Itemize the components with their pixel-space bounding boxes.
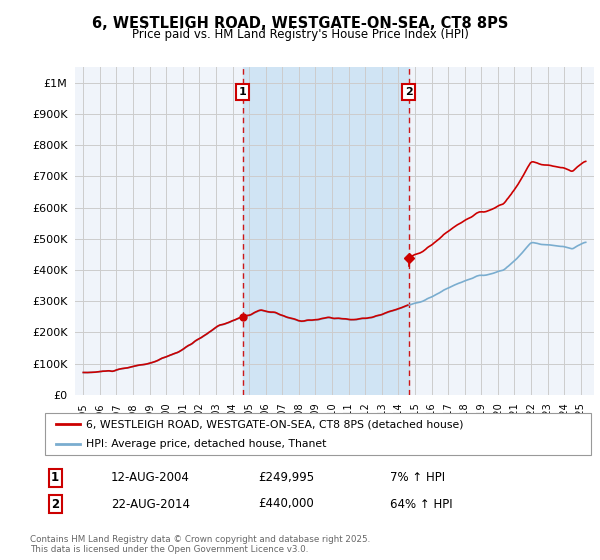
Text: 12-AUG-2004: 12-AUG-2004 [111, 471, 190, 484]
Text: £249,995: £249,995 [258, 471, 314, 484]
Text: Price paid vs. HM Land Registry's House Price Index (HPI): Price paid vs. HM Land Registry's House … [131, 28, 469, 41]
FancyBboxPatch shape [45, 413, 591, 455]
Text: 22-AUG-2014: 22-AUG-2014 [111, 497, 190, 511]
Text: Contains HM Land Registry data © Crown copyright and database right 2025.
This d: Contains HM Land Registry data © Crown c… [30, 535, 370, 554]
Text: £440,000: £440,000 [258, 497, 314, 511]
Text: 7% ↑ HPI: 7% ↑ HPI [390, 471, 445, 484]
Bar [243, 67, 409, 395]
Text: 1: 1 [239, 87, 247, 97]
Text: 64% ↑ HPI: 64% ↑ HPI [390, 497, 452, 511]
Text: HPI: Average price, detached house, Thanet: HPI: Average price, detached house, Than… [86, 439, 326, 449]
Text: 2: 2 [405, 87, 413, 97]
Text: 6, WESTLEIGH ROAD, WESTGATE-ON-SEA, CT8 8PS (detached house): 6, WESTLEIGH ROAD, WESTGATE-ON-SEA, CT8 … [86, 419, 463, 430]
Text: 1: 1 [51, 471, 59, 484]
Text: 6, WESTLEIGH ROAD, WESTGATE-ON-SEA, CT8 8PS: 6, WESTLEIGH ROAD, WESTGATE-ON-SEA, CT8 … [92, 16, 508, 31]
Text: 2: 2 [51, 497, 59, 511]
